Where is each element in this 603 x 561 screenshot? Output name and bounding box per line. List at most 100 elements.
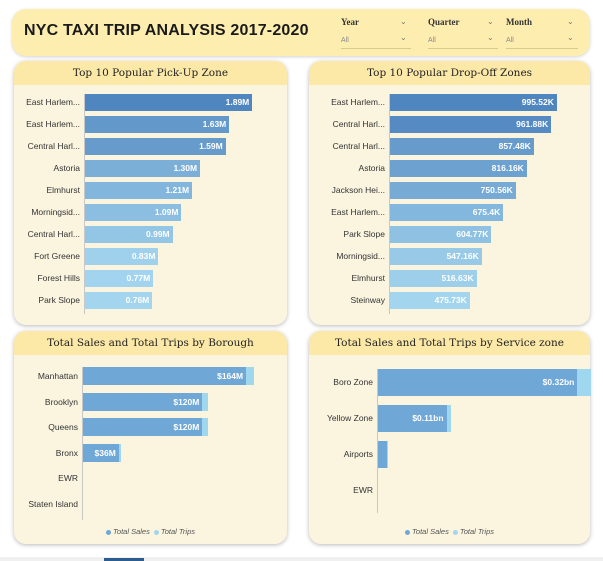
bar-row[interactable]: Yellow Zone $0.11bn bbox=[309, 405, 590, 432]
year-slicer[interactable]: Year ⌄ All ⌄ bbox=[341, 15, 411, 51]
data-label: 1.09M bbox=[154, 207, 179, 217]
bar[interactable] bbox=[390, 138, 534, 155]
bar[interactable] bbox=[390, 182, 516, 199]
bar-row[interactable]: Fort Greene 0.83M bbox=[14, 248, 287, 265]
data-label: 675.4K bbox=[472, 207, 501, 217]
bar[interactable] bbox=[85, 182, 193, 199]
chart-title: Total Sales and Total Trips by Service z… bbox=[309, 331, 590, 355]
data-label: 0.77M bbox=[126, 273, 151, 283]
trips-bar[interactable] bbox=[202, 392, 209, 411]
bar-row[interactable]: Forest Hills 0.77M bbox=[14, 270, 287, 287]
trips-bar[interactable] bbox=[202, 418, 209, 436]
chevron-down-icon[interactable]: ⌄ bbox=[567, 17, 574, 26]
category-label: EWR bbox=[58, 473, 78, 483]
dropoff-zone-chart[interactable]: Top 10 Popular Drop-Off Zones East Harle… bbox=[309, 61, 590, 325]
divider bbox=[506, 48, 578, 49]
legend-label: Total Sales bbox=[113, 527, 150, 536]
chart-legend: Total Sales Total Trips bbox=[405, 527, 498, 536]
sales-bar[interactable] bbox=[83, 392, 203, 411]
bar[interactable] bbox=[85, 204, 182, 221]
bar-row[interactable]: Bronx $36M bbox=[14, 443, 287, 462]
month-slicer[interactable]: Month ⌄ All ⌄ bbox=[506, 15, 578, 51]
bar[interactable] bbox=[85, 226, 173, 243]
bar[interactable] bbox=[85, 116, 230, 133]
bar-row[interactable]: Steinway 475.73K bbox=[309, 292, 590, 309]
bar[interactable] bbox=[390, 270, 477, 287]
bar[interactable] bbox=[390, 292, 470, 309]
service-zone-chart[interactable]: Total Sales and Total Trips by Service z… bbox=[309, 331, 591, 544]
bar-row[interactable]: Staten Island bbox=[14, 495, 287, 513]
bar-row[interactable]: East Harlem... 675.4K bbox=[309, 204, 590, 221]
bar-row[interactable]: Park Slope 604.77K bbox=[309, 226, 590, 243]
trips-bar[interactable] bbox=[577, 369, 591, 396]
bar-row[interactable]: Central Harl... 857.48K bbox=[309, 138, 590, 155]
bar-row[interactable]: Queens $120M bbox=[14, 418, 287, 436]
category-label: Central Harl... bbox=[332, 141, 385, 151]
chevron-down-icon[interactable]: ⌄ bbox=[567, 33, 574, 42]
chevron-down-icon[interactable]: ⌄ bbox=[487, 17, 494, 26]
category-label: Elmhurst bbox=[46, 185, 80, 195]
legend-item[interactable]: Total Sales bbox=[106, 527, 150, 536]
bar[interactable] bbox=[390, 94, 557, 111]
bar[interactable] bbox=[390, 226, 492, 243]
category-label: Jackson Hei... bbox=[331, 185, 385, 195]
bar-row[interactable]: East Harlem... 1.63M bbox=[14, 116, 287, 133]
data-label: 1.30M bbox=[173, 163, 198, 173]
trips-bar[interactable] bbox=[446, 405, 452, 432]
bar-row[interactable]: Manhattan $164M bbox=[14, 367, 287, 385]
category-label: Central Harl... bbox=[27, 229, 80, 239]
bar[interactable] bbox=[390, 116, 552, 133]
bar-row[interactable]: Airports bbox=[309, 441, 590, 468]
bar-row[interactable]: Elmhurst 1.21M bbox=[14, 182, 287, 199]
bar-row[interactable]: Morningsid... 1.09M bbox=[14, 204, 287, 221]
bar[interactable] bbox=[390, 204, 504, 221]
bar-row[interactable]: Park Slope 0.76M bbox=[14, 292, 287, 309]
bar-row[interactable]: East Harlem... 995.52K bbox=[309, 94, 590, 111]
bar-row[interactable]: Jackson Hei... 750.56K bbox=[309, 182, 590, 199]
chart-title: Top 10 Popular Pick-Up Zone bbox=[14, 61, 287, 85]
sales-bar[interactable] bbox=[83, 418, 203, 436]
trips-bar[interactable] bbox=[118, 443, 121, 462]
bar-row[interactable]: Brooklyn $120M bbox=[14, 392, 287, 411]
trips-bar[interactable] bbox=[246, 367, 255, 385]
sales-bar[interactable] bbox=[83, 443, 119, 462]
sales-bar[interactable] bbox=[378, 369, 578, 396]
sales-bar[interactable] bbox=[378, 405, 447, 432]
bar[interactable] bbox=[85, 160, 201, 177]
axis-line bbox=[82, 367, 83, 520]
chevron-down-icon[interactable]: ⌄ bbox=[400, 17, 407, 26]
bar-row[interactable]: Morningsid... 547.16K bbox=[309, 248, 590, 265]
bar[interactable] bbox=[85, 292, 153, 309]
page-tab-active[interactable] bbox=[104, 558, 144, 561]
bar[interactable] bbox=[85, 138, 226, 155]
bar-row[interactable]: Central Harl... 1.59M bbox=[14, 138, 287, 155]
bar-row[interactable]: EWR bbox=[14, 469, 287, 487]
bar-row[interactable]: Elmhurst 516.63K bbox=[309, 270, 590, 287]
bar-row[interactable]: East Harlem... 1.89M bbox=[14, 94, 287, 111]
sales-bar[interactable] bbox=[378, 441, 388, 468]
bar-row[interactable]: Boro Zone $0.32bn bbox=[309, 369, 591, 396]
chevron-down-icon[interactable]: ⌄ bbox=[400, 33, 407, 42]
pickup-zone-chart[interactable]: Top 10 Popular Pick-Up Zone East Harlem.… bbox=[14, 61, 287, 325]
quarter-slicer[interactable]: Quarter ⌄ All ⌄ bbox=[428, 15, 498, 51]
bar-row[interactable]: Astoria 816.16K bbox=[309, 160, 590, 177]
legend-item[interactable]: Total Trips bbox=[153, 527, 195, 536]
data-label: 1.59M bbox=[199, 141, 223, 151]
bar[interactable] bbox=[85, 94, 253, 111]
chevron-down-icon[interactable]: ⌄ bbox=[487, 33, 494, 42]
bar[interactable] bbox=[85, 248, 159, 265]
legend-item[interactable]: Total Trips bbox=[452, 527, 494, 536]
bar-row[interactable]: EWR bbox=[309, 477, 590, 504]
bar-row[interactable]: Central Harl... 961.88K bbox=[309, 116, 590, 133]
category-label: Yellow Zone bbox=[327, 413, 373, 423]
bar[interactable] bbox=[85, 270, 154, 287]
bar-row[interactable]: Central Harl... 0.99M bbox=[14, 226, 287, 243]
legend-item[interactable]: Total Sales bbox=[405, 527, 449, 536]
borough-chart[interactable]: Total Sales and Total Trips by Borough M… bbox=[14, 331, 287, 544]
trips-bar[interactable] bbox=[387, 441, 388, 468]
data-label: $0.11bn bbox=[412, 413, 444, 423]
bar[interactable] bbox=[390, 160, 527, 177]
bar[interactable] bbox=[390, 248, 482, 265]
sales-bar[interactable] bbox=[83, 367, 247, 385]
bar-row[interactable]: Astoria 1.30M bbox=[14, 160, 287, 177]
